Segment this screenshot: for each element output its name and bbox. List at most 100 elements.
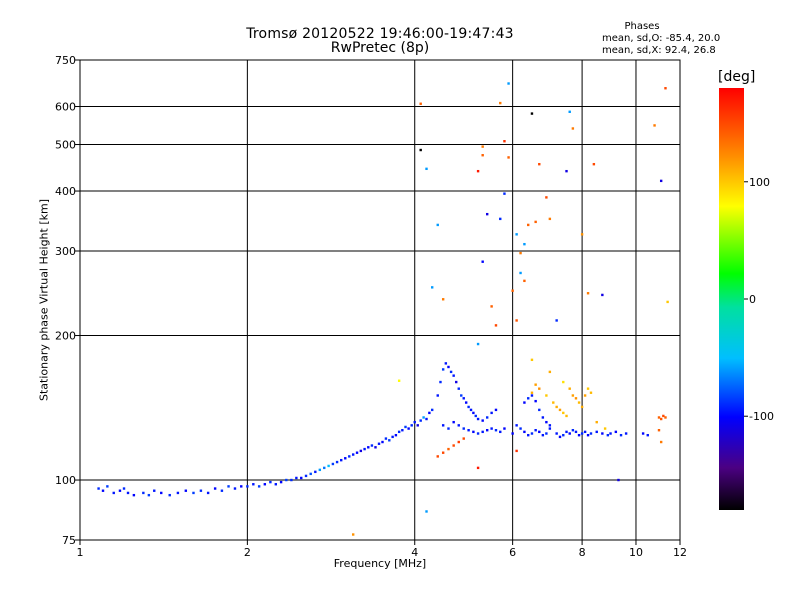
data-point (580, 405, 584, 409)
data-point (363, 447, 366, 451)
data-point (541, 416, 545, 419)
data-point (592, 162, 596, 166)
data-point (147, 493, 151, 497)
data-point (425, 510, 428, 513)
data-point (577, 433, 581, 437)
x-tick-label: 1 (77, 546, 84, 559)
data-point (370, 444, 374, 447)
data-point (447, 365, 450, 369)
data-point (530, 391, 534, 394)
data-point (494, 408, 498, 412)
data-point (447, 447, 450, 451)
data-point (515, 449, 518, 453)
data-point (112, 491, 115, 495)
data-point (118, 489, 122, 492)
data-point (534, 383, 537, 386)
x-axis-label: Frequency [MHz] (333, 557, 427, 570)
data-point (614, 430, 618, 434)
data-point (507, 156, 510, 159)
data-point (469, 408, 473, 412)
data-point (494, 324, 498, 327)
data-point (304, 474, 308, 478)
data-point (340, 458, 343, 462)
data-point (331, 462, 335, 466)
data-point (538, 162, 541, 166)
data-point (452, 444, 455, 447)
colorbar-tick-label: -100 (749, 410, 774, 423)
data-point (397, 430, 401, 434)
x-tick-label: 6 (509, 546, 516, 559)
data-point (425, 167, 428, 171)
data-point (499, 101, 502, 105)
data-point (541, 433, 545, 437)
data-point (523, 279, 526, 283)
data-point (416, 424, 419, 427)
data-point (447, 427, 450, 430)
data-point (436, 455, 439, 458)
data-point (425, 417, 428, 421)
data-point (401, 429, 404, 432)
y-axis-label: Stationary phase Virtual Height [km] (37, 198, 51, 402)
data-point (481, 419, 484, 422)
data-point (441, 424, 445, 427)
data-point (374, 446, 377, 449)
data-point (367, 446, 370, 449)
x-tick-label: 8 (579, 546, 586, 559)
data-point (462, 437, 465, 440)
data-point (519, 251, 522, 255)
colorbar (719, 88, 744, 510)
data-point (595, 430, 598, 434)
data-point (419, 148, 422, 152)
data-point (467, 405, 470, 409)
data-point (467, 429, 470, 432)
data-point (404, 425, 407, 429)
data-point (565, 169, 568, 173)
data-point (583, 394, 587, 397)
data-point (523, 401, 526, 404)
data-point (335, 460, 339, 464)
data-point (562, 380, 565, 384)
data-point (126, 491, 130, 495)
data-point (568, 110, 571, 113)
data-point (106, 485, 109, 488)
data-point (527, 397, 530, 400)
data-point (515, 319, 518, 322)
data-point (503, 140, 506, 143)
data-point (503, 192, 506, 195)
data-point (494, 429, 498, 432)
data-point (384, 437, 388, 440)
data-point (269, 480, 272, 484)
colorbar-unit-label: [deg] (718, 69, 756, 85)
data-point (300, 476, 303, 480)
data-point (419, 419, 422, 422)
data-point (97, 487, 100, 490)
data-point (538, 387, 541, 390)
data-point (481, 145, 484, 148)
data-point (184, 489, 188, 492)
data-point (619, 433, 623, 437)
data-point (457, 440, 460, 444)
data-point (295, 476, 298, 480)
data-point (449, 370, 453, 374)
data-point (609, 432, 612, 435)
data-point (548, 370, 552, 374)
data-point (624, 432, 628, 435)
data-point (601, 432, 604, 435)
data-point (422, 416, 425, 419)
y-tick-label: 500 (55, 139, 76, 152)
data-point (571, 127, 575, 130)
scatter-points (97, 82, 669, 536)
data-point (168, 493, 171, 497)
data-point (457, 424, 460, 427)
data-point (252, 483, 255, 486)
data-point (574, 397, 578, 400)
data-point (617, 478, 620, 482)
data-point (436, 394, 439, 397)
data-point (534, 220, 537, 224)
data-point (490, 411, 493, 415)
data-point (659, 417, 663, 421)
data-point (428, 411, 431, 415)
data-point (664, 87, 667, 90)
data-point (555, 432, 558, 435)
data-point (394, 433, 398, 437)
